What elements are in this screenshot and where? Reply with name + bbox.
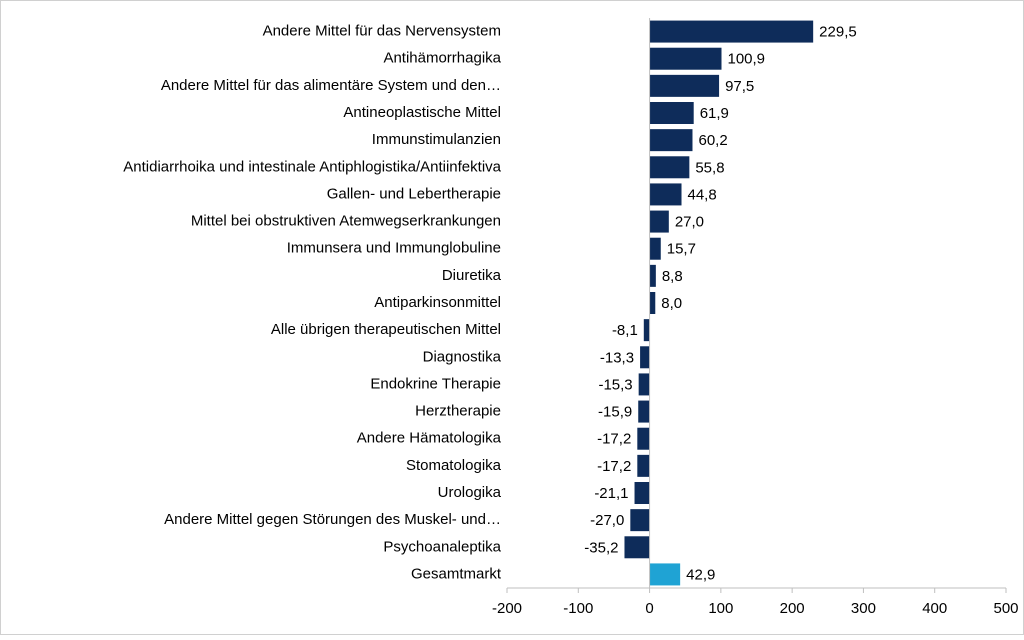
bar <box>649 102 694 124</box>
bar <box>643 319 650 342</box>
bar <box>637 427 650 450</box>
bar <box>630 509 650 532</box>
y-tick-label: Stomatologika <box>406 457 502 474</box>
y-tick-label: Endokrine Therapie <box>370 375 501 392</box>
y-tick-label: Andere Mittel für das Nervensystem <box>263 23 501 40</box>
value-label: 8,0 <box>661 295 682 312</box>
value-label: 100,9 <box>727 51 765 68</box>
value-label: 229,5 <box>819 24 857 41</box>
x-tick-label: -200 <box>492 600 522 617</box>
y-tick-label: Gallen- und Lebertherapie <box>327 185 501 202</box>
value-label: -15,9 <box>598 404 632 421</box>
y-tick-label: Mittel bei obstruktiven Atemwegserkranku… <box>191 213 501 230</box>
y-tick-label: Herztherapie <box>415 403 501 420</box>
x-tick-label: 100 <box>708 600 733 617</box>
bar <box>649 74 720 97</box>
value-label: 44,8 <box>688 186 717 203</box>
x-tick-label: 500 <box>993 600 1018 617</box>
bar <box>649 292 656 314</box>
y-tick-label: Diagnostika <box>423 348 502 365</box>
value-label: -17,2 <box>597 458 631 475</box>
y-tick-label: Antihämorrhagika <box>383 50 501 67</box>
x-tick-label: 0 <box>645 600 653 617</box>
value-label: -21,1 <box>594 485 628 502</box>
bar <box>637 454 650 477</box>
bar <box>649 183 682 206</box>
value-label: -17,2 <box>597 431 631 448</box>
y-tick-label: Gesamtmarkt <box>411 565 502 582</box>
y-tick-label: Alle übrigen therapeutischen Mittel <box>271 321 501 338</box>
value-label: -13,3 <box>600 349 634 366</box>
y-tick-label: Andere Hämatologika <box>357 430 502 447</box>
value-label: 42,9 <box>686 566 715 583</box>
y-tick-label: Urologika <box>438 484 502 501</box>
bar <box>649 563 681 586</box>
bar <box>638 373 650 396</box>
bar <box>649 264 656 287</box>
y-tick-label: Antiparkinsonmittel <box>374 294 501 311</box>
y-tick-label: Immunstimulanzien <box>372 131 501 148</box>
x-tick-label: 400 <box>922 600 947 617</box>
y-tick-label: Psychoanaleptika <box>383 538 501 555</box>
value-label: 27,0 <box>675 214 704 231</box>
value-label: 97,5 <box>725 78 754 95</box>
x-tick-label: 200 <box>780 600 805 617</box>
bar <box>634 482 650 504</box>
value-label: -27,0 <box>590 512 624 529</box>
value-label: 8,8 <box>662 268 683 285</box>
y-tick-label: Immunsera und Immunglobuline <box>287 240 501 257</box>
value-label: -15,3 <box>598 376 632 393</box>
x-tick-label: -100 <box>563 600 593 617</box>
bar <box>649 156 690 179</box>
value-label: 55,8 <box>695 159 724 176</box>
value-label: 15,7 <box>667 241 696 258</box>
value-label: 61,9 <box>700 105 729 122</box>
value-label: -8,1 <box>612 322 638 339</box>
bar <box>649 210 669 233</box>
value-label: -35,2 <box>584 539 618 556</box>
bar <box>638 400 650 423</box>
bar <box>649 47 722 70</box>
x-tick-label: 300 <box>851 600 876 617</box>
y-tick-label: Andere Mittel gegen Störungen des Muskel… <box>164 511 501 528</box>
y-tick-label: Antineoplastische Mittel <box>343 104 501 121</box>
bar <box>649 237 661 260</box>
value-label: 60,2 <box>698 132 727 149</box>
bar <box>640 346 650 369</box>
y-tick-label: Antidiarrhoika und intestinale Antiphlog… <box>123 158 501 175</box>
y-tick-label: Andere Mittel für das alimentäre System … <box>161 77 501 94</box>
y-tick-label: Diuretika <box>442 267 502 284</box>
bar <box>624 536 650 559</box>
bar <box>649 20 814 43</box>
bar <box>649 129 693 152</box>
